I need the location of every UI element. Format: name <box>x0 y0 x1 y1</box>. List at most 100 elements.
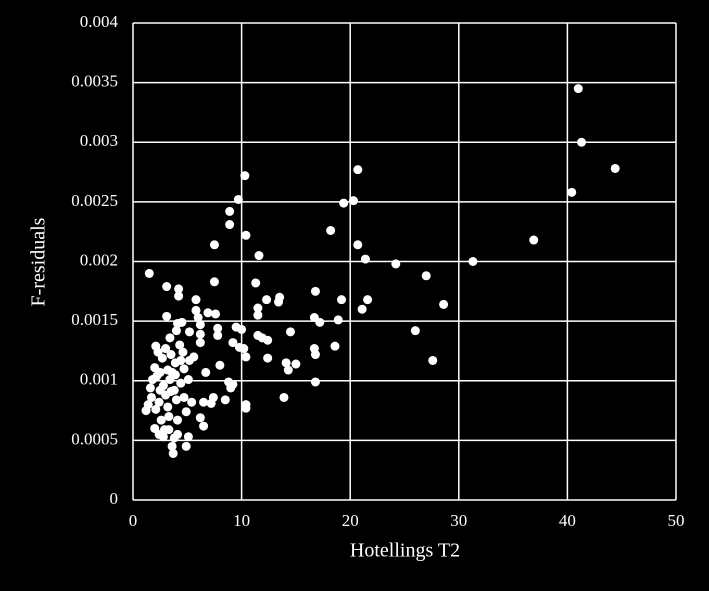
point <box>348 196 358 206</box>
point <box>234 342 244 352</box>
point <box>175 340 185 350</box>
point <box>201 367 211 377</box>
point <box>173 415 183 425</box>
point <box>391 259 401 269</box>
point <box>213 323 223 333</box>
point <box>360 254 370 264</box>
point <box>183 432 193 442</box>
point <box>171 395 181 405</box>
point <box>231 322 241 332</box>
point <box>439 299 449 309</box>
point <box>162 282 172 292</box>
point <box>162 311 172 321</box>
point <box>150 363 160 373</box>
point <box>179 364 189 374</box>
point <box>181 407 191 417</box>
y-tick-label: 0.002 <box>80 250 118 269</box>
y-tick-label: 0.003 <box>80 131 118 150</box>
point <box>150 423 160 433</box>
point <box>254 251 264 261</box>
point <box>353 165 363 175</box>
point <box>203 308 213 318</box>
point <box>241 352 251 362</box>
point <box>174 284 184 294</box>
point <box>577 137 587 147</box>
point <box>171 326 181 336</box>
point <box>253 330 263 340</box>
point <box>529 235 539 245</box>
point <box>206 398 216 408</box>
point <box>567 187 577 197</box>
point <box>291 359 301 369</box>
y-tick-label: 0.0015 <box>71 310 118 329</box>
point <box>154 397 164 407</box>
point <box>326 225 336 235</box>
x-tick-label: 0 <box>129 511 138 530</box>
point <box>146 392 156 402</box>
point <box>199 397 209 407</box>
point <box>195 338 205 348</box>
x-tick-label: 20 <box>342 511 359 530</box>
point <box>168 448 178 458</box>
point <box>225 220 235 230</box>
point <box>199 421 209 431</box>
point <box>233 194 243 204</box>
point <box>176 378 186 388</box>
point <box>228 338 238 348</box>
point <box>310 377 320 387</box>
point <box>283 365 293 375</box>
point <box>215 360 225 370</box>
point <box>410 326 420 336</box>
point <box>309 344 319 354</box>
point <box>156 415 166 425</box>
point <box>169 385 179 395</box>
y-tick-label: 0.0005 <box>71 429 118 448</box>
point <box>148 375 158 385</box>
point <box>253 310 263 320</box>
point <box>169 433 179 443</box>
x-tick-label: 50 <box>668 511 685 530</box>
point <box>141 406 151 416</box>
point <box>262 295 272 305</box>
x-tick-label: 10 <box>233 511 250 530</box>
point <box>333 315 343 325</box>
point <box>184 355 194 365</box>
point <box>164 412 174 422</box>
point <box>310 286 320 296</box>
point <box>285 327 295 337</box>
point <box>241 403 251 413</box>
point <box>178 347 188 357</box>
point <box>151 404 161 414</box>
point <box>165 375 175 385</box>
point <box>224 377 234 387</box>
point <box>573 84 583 94</box>
point <box>174 291 184 301</box>
point <box>353 240 363 250</box>
point <box>176 355 186 365</box>
point <box>144 268 154 278</box>
point <box>163 402 173 412</box>
x-tick-label: 30 <box>450 511 467 530</box>
point <box>167 441 177 451</box>
point <box>240 171 250 181</box>
point <box>209 277 219 287</box>
point <box>181 441 191 451</box>
point <box>155 385 165 395</box>
point <box>337 295 347 305</box>
y-axis-title: F-residuals <box>28 217 50 306</box>
point <box>211 309 221 319</box>
x-tick-label: 40 <box>559 511 576 530</box>
point <box>339 198 349 208</box>
point <box>184 327 194 337</box>
point <box>173 319 183 329</box>
point <box>193 313 203 323</box>
point <box>309 313 319 323</box>
point <box>166 350 176 360</box>
point <box>225 206 235 216</box>
point <box>183 375 193 385</box>
point <box>191 295 201 305</box>
point <box>421 271 431 281</box>
